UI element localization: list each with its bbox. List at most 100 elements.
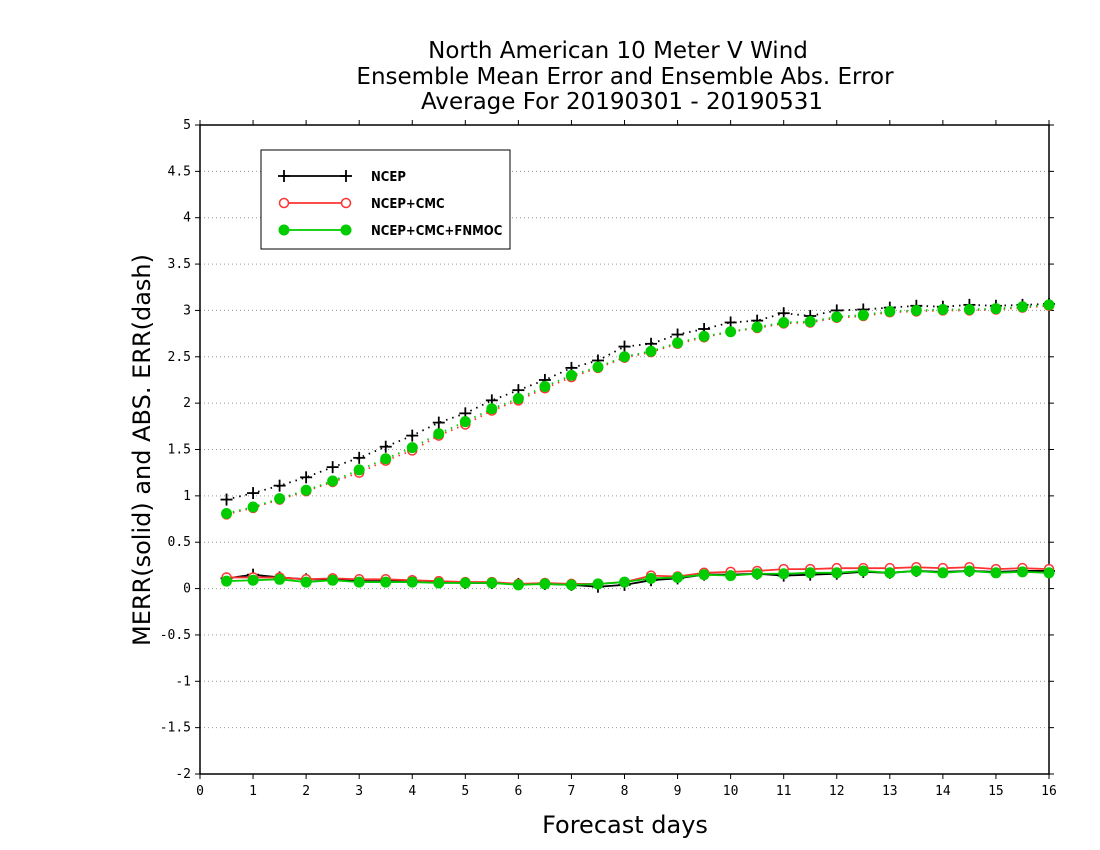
abs-err-point (857, 309, 869, 321)
x-tick-label: 6 (514, 784, 522, 799)
merr-point (804, 567, 816, 579)
merr-point (247, 574, 259, 586)
abs-err-point (884, 305, 896, 317)
abs-err-point (300, 471, 313, 484)
abs-err-point (910, 304, 922, 316)
abs-err-point (725, 326, 737, 338)
merr-point (672, 571, 684, 583)
x-tick-label: 16 (1041, 784, 1057, 799)
merr-point (274, 573, 286, 585)
merr-point (300, 576, 312, 588)
y-tick-label: 2 (183, 396, 191, 411)
series (220, 297, 1055, 593)
merr-point (592, 578, 604, 590)
grid (200, 170, 1049, 729)
abs-err-point (1043, 299, 1055, 311)
merr-point (910, 565, 922, 577)
abs-err-point (619, 351, 630, 363)
abs-err-point (831, 311, 843, 323)
y-tick-label: 4.5 (168, 164, 191, 179)
x-tick-label: 9 (674, 784, 682, 799)
y-tick-label: 4 (183, 211, 191, 226)
abs-err-point (751, 321, 763, 333)
x-tick-label: 2 (302, 784, 310, 799)
abs-err-point (963, 304, 975, 316)
abs-err-point (274, 493, 286, 505)
series-ncep-cmc-fnmoc (221, 299, 1055, 591)
y-tick-label: -1 (175, 674, 191, 689)
legend-marker (340, 224, 352, 236)
abs-err-point (247, 501, 259, 513)
x-tick-label: 14 (935, 784, 951, 799)
merr-point (698, 569, 710, 581)
merr-point (433, 577, 445, 589)
abs-err-point (698, 330, 710, 342)
abs-err-point (778, 316, 790, 328)
abs-err-point (645, 345, 657, 357)
legend-label: NCEP (371, 170, 406, 185)
series-ncep (220, 297, 1055, 593)
merr-point (221, 575, 233, 587)
legend-label: NCEP+CMC+FNMOC (371, 224, 502, 239)
merr-point (619, 576, 630, 588)
abs-err-point (618, 340, 631, 353)
merr-point (937, 567, 949, 579)
x-tick-label: 15 (988, 784, 1004, 799)
abs-err-point (380, 453, 392, 465)
x-tick-label: 1 (249, 784, 257, 799)
title-line-2: Ensemble Mean Error and Ensemble Abs. Er… (356, 64, 894, 90)
x-tick-label: 0 (196, 784, 204, 799)
y-tick-label: -1.5 (160, 721, 191, 736)
abs-err-point (327, 475, 339, 487)
abs-err-point (990, 303, 1002, 315)
abs-err-point (592, 361, 604, 373)
merr-point (963, 565, 975, 577)
x-tick-label: 12 (829, 784, 845, 799)
abs-err-line (226, 303, 1050, 501)
y-tick-label: 3 (183, 303, 191, 318)
abs-err-point (433, 428, 445, 440)
legend-marker (340, 197, 352, 209)
merr-point (539, 578, 551, 590)
abs-err-point (273, 479, 286, 492)
abs-err-point (937, 304, 949, 316)
merr-point (884, 567, 896, 579)
abs-err-point (406, 442, 418, 454)
legend-label: NCEP+CMC (371, 197, 445, 212)
y-tick-label: 0 (183, 582, 191, 597)
merr-point (857, 565, 869, 577)
merr-point (327, 574, 339, 586)
abs-err-point (300, 484, 312, 496)
abs-err-point (406, 429, 419, 442)
abs-err-point (459, 416, 471, 428)
abs-err-line (226, 303, 1050, 515)
y-tick-label: -2 (175, 767, 191, 782)
title-line-1: North American 10 Meter V Wind (428, 38, 808, 64)
x-tick-label: 7 (568, 784, 576, 799)
abs-err-point (220, 493, 233, 506)
abs-err-point (672, 337, 684, 349)
merr-point (1043, 567, 1055, 579)
merr-point (725, 570, 737, 582)
y-tick-label: 1.5 (168, 443, 191, 458)
merr-point (565, 579, 577, 591)
y-tick-label: 5 (183, 118, 191, 133)
y-tick-label: -0.5 (160, 628, 191, 643)
y-tick-label: 1 (183, 489, 191, 504)
abs-err-line (226, 304, 1050, 516)
merr-point (831, 567, 843, 579)
x-tick-label: 3 (355, 784, 363, 799)
merr-point (1016, 566, 1028, 578)
abs-err-point (379, 440, 392, 453)
chart-title: North American 10 Meter V Wind Ensemble … (356, 38, 894, 115)
y-tick-label: 2.5 (168, 350, 191, 365)
merr-point (751, 568, 763, 580)
legend: NCEP NCEP+CMC NCEP+CMC+FNMOC (260, 149, 511, 250)
legend-marker (278, 170, 290, 182)
title-line-3: Average For 20190301 - 20190531 (421, 89, 823, 115)
abs-err-point (432, 416, 445, 429)
merr-point (990, 567, 1002, 579)
merr-point (778, 568, 790, 580)
x-tick-label: 5 (461, 784, 469, 799)
